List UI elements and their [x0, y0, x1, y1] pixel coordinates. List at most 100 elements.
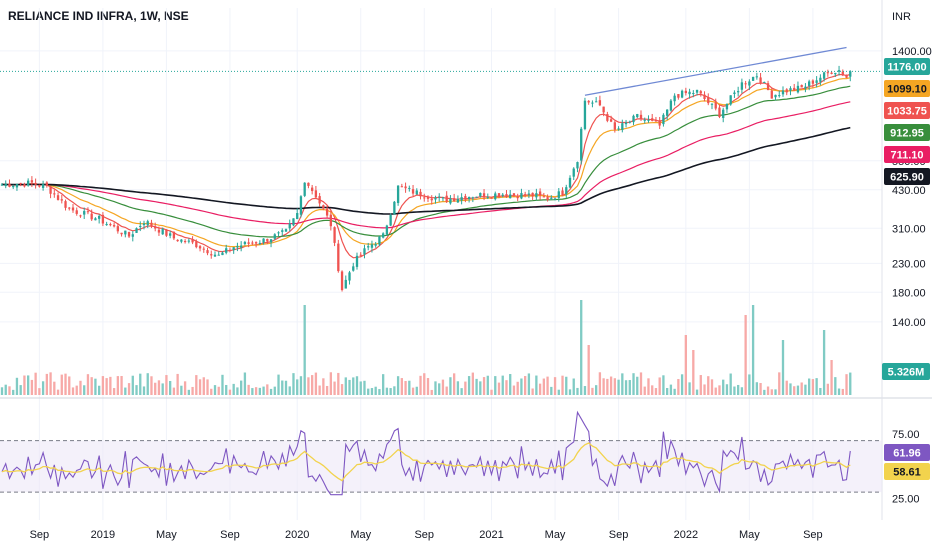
candle-body [538, 191, 542, 196]
candle-body [793, 87, 796, 91]
volume-bar [176, 373, 179, 395]
candle-body [527, 193, 531, 195]
volume-bar [400, 378, 404, 395]
price-badge [884, 58, 930, 75]
candle-body [658, 120, 661, 126]
candle-body [262, 238, 265, 243]
candle-body [53, 193, 56, 195]
volume-bar [236, 387, 239, 395]
candle-body [314, 190, 318, 198]
volume-bar [452, 373, 456, 395]
volume-bar [41, 381, 45, 395]
candle-body [0, 184, 4, 186]
candle-body [206, 250, 209, 254]
volume-bar [378, 389, 381, 395]
candle-body [497, 193, 501, 198]
volume-bar [561, 375, 564, 395]
volume-bar [161, 383, 164, 395]
rsi-badge [884, 463, 930, 480]
volume-bar [296, 379, 299, 395]
candle-body [729, 95, 732, 105]
volume-bar [157, 380, 161, 395]
volume-bar [314, 372, 318, 395]
candle-body [826, 72, 830, 74]
candle-body [580, 128, 583, 161]
candle-body [591, 102, 594, 104]
candle-series [0, 65, 852, 292]
candle-body [333, 227, 336, 243]
trendline [0, 46, 882, 96]
volume-bar [198, 379, 202, 395]
candle-body [195, 241, 198, 248]
time-tick-label: May [350, 529, 371, 541]
price-tick-label: 1400.00 [892, 46, 932, 58]
volume-bar [284, 380, 288, 395]
candle-body [340, 271, 344, 291]
candle-body [632, 115, 635, 123]
volume-bar [557, 389, 560, 395]
candle-body [277, 232, 280, 234]
volume-bar [609, 376, 613, 395]
volume-bar [800, 382, 803, 395]
price-badge [884, 168, 930, 185]
volume-bar [269, 388, 273, 395]
candle-body [381, 233, 385, 238]
volume-bar [662, 375, 665, 395]
candle-body [501, 194, 504, 196]
axes: 1400.00550.00430.00310.00230.00180.00140… [30, 46, 932, 541]
price-tick-label: 230.00 [892, 258, 926, 270]
volume-bar [344, 377, 347, 395]
candle-body [296, 213, 299, 220]
volume-series [0, 300, 852, 395]
candle-body [841, 71, 844, 76]
candle-body [751, 76, 755, 81]
volume-bar [30, 379, 34, 395]
candle-body [49, 186, 52, 194]
volume-bar [434, 381, 437, 395]
volume-bar [168, 380, 172, 395]
volume-bar [654, 388, 658, 395]
volume-bar [733, 386, 736, 395]
candle-body [97, 215, 101, 219]
candle-body [146, 221, 149, 226]
price-tick-label: 310.00 [892, 223, 926, 235]
price-badges: 1176.00 1099.10 1033.75 912.95 711.10 625.90 5… [882, 58, 930, 480]
moving-average-ema_green [2, 85, 851, 238]
volume-bar [75, 385, 78, 395]
volume-bar [740, 387, 744, 395]
volume-bar [546, 376, 549, 395]
volume-bar [677, 379, 680, 395]
candle-body [490, 197, 493, 199]
volume-bar [643, 386, 646, 395]
candle-body [430, 198, 433, 201]
candle-body [150, 222, 153, 227]
volume-bar [617, 379, 620, 395]
candle-body [617, 128, 620, 130]
candle-body [168, 233, 172, 236]
volume-bar [632, 373, 635, 395]
candle-body [23, 184, 26, 187]
candle-body [393, 201, 396, 215]
volume-bar [591, 387, 594, 395]
candle-body [576, 162, 579, 169]
volume-bar [273, 386, 276, 395]
candle-body [722, 109, 725, 118]
candle-body [460, 197, 463, 201]
volume-bar [651, 385, 654, 395]
candle-body [15, 184, 19, 188]
volume-bar [565, 376, 568, 395]
candle-body [56, 195, 60, 200]
volume-bar [744, 315, 747, 395]
volume-bar [393, 386, 396, 395]
candle-body [464, 196, 467, 200]
volume-bar [759, 383, 762, 395]
candle-body [396, 185, 400, 204]
candle-body [467, 196, 471, 199]
candle-body [830, 72, 833, 74]
volume-bar [527, 373, 531, 395]
volume-bar [217, 386, 220, 395]
candle-body [546, 197, 549, 200]
volume-bar [714, 387, 717, 395]
price-badge-label: 912.95 [890, 128, 924, 140]
